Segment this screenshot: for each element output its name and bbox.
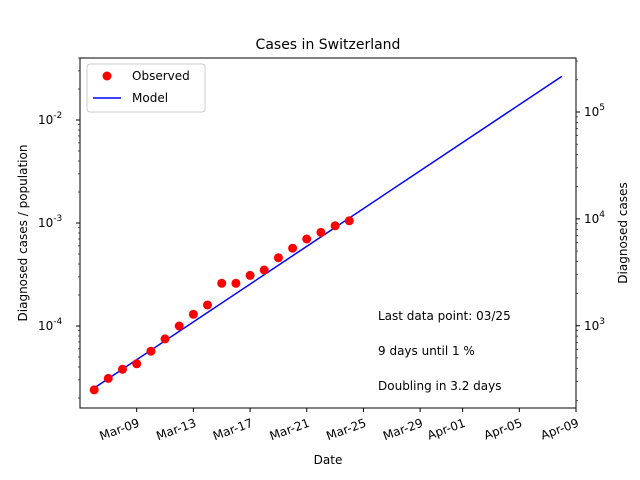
observed-point bbox=[273, 253, 283, 263]
y-tick-label: 10-3 bbox=[38, 214, 62, 230]
observed-point bbox=[231, 278, 241, 288]
x-tick-label: Mar-25 bbox=[324, 416, 368, 443]
observed-point bbox=[146, 346, 156, 356]
y-right-tick-label: 104 bbox=[584, 210, 605, 226]
observed-point bbox=[203, 300, 212, 310]
legend-observed-label: Observed bbox=[132, 69, 190, 83]
legend-box bbox=[86, 63, 206, 113]
y-right-tick-label: 103 bbox=[584, 317, 605, 333]
observed-point bbox=[344, 216, 354, 226]
x-tick-label: Apr-01 bbox=[425, 416, 467, 443]
observed-point bbox=[217, 278, 227, 288]
y-right-tick-label: 105 bbox=[584, 103, 605, 119]
observed-point bbox=[302, 234, 312, 244]
plot-area bbox=[89, 75, 563, 395]
y-axis-label: Diagnosed cases / population bbox=[16, 145, 30, 322]
y-tick-label: 10-4 bbox=[38, 317, 63, 333]
observed-point bbox=[118, 364, 127, 374]
x-tick-label: Mar-17 bbox=[211, 416, 255, 443]
x-tick-label: Apr-09 bbox=[539, 416, 581, 443]
observed-point bbox=[188, 309, 198, 319]
x-axis-label: Date bbox=[314, 453, 343, 467]
x-tick-label: Mar-29 bbox=[381, 416, 425, 443]
legend: Observed Model bbox=[86, 63, 206, 113]
model-line bbox=[93, 75, 563, 389]
x-tick-label: Mar-09 bbox=[98, 416, 142, 443]
observed-point bbox=[160, 334, 170, 344]
observed-point bbox=[316, 227, 326, 237]
y-axis-left: 10-4 10-3 10-2 bbox=[38, 57, 80, 399]
x-tick-label: Apr-05 bbox=[482, 416, 524, 443]
y-axis-right: 103 104 105 bbox=[576, 60, 605, 401]
y-axis-right-label: Diagnosed cases bbox=[616, 182, 630, 283]
observed-point bbox=[288, 243, 298, 253]
observed-point bbox=[103, 373, 113, 383]
annotation-doubling: Doubling in 3.2 days bbox=[378, 379, 502, 393]
legend-observed-marker bbox=[102, 71, 112, 81]
observed-point bbox=[259, 265, 269, 275]
observed-point bbox=[330, 221, 340, 231]
x-axis: Mar-09 Mar-13 Mar-17 Mar-21 Mar-25 Mar-29 Apr-… bbox=[98, 408, 581, 443]
annotation-days-until: 9 days until 1 % bbox=[378, 344, 475, 358]
x-tick-label: Mar-13 bbox=[154, 416, 198, 443]
observed-point bbox=[245, 270, 255, 280]
observed-point bbox=[174, 321, 184, 331]
legend-model-label: Model bbox=[132, 91, 168, 105]
chart-title: Cases in Switzerland bbox=[256, 37, 401, 53]
annotation-last-data-point: Last data point: 03/25 bbox=[378, 309, 511, 323]
observed-point bbox=[132, 359, 142, 369]
x-tick-label: Mar-21 bbox=[268, 416, 312, 443]
observed-point bbox=[89, 385, 99, 395]
y-tick-label: 10-2 bbox=[38, 111, 62, 127]
